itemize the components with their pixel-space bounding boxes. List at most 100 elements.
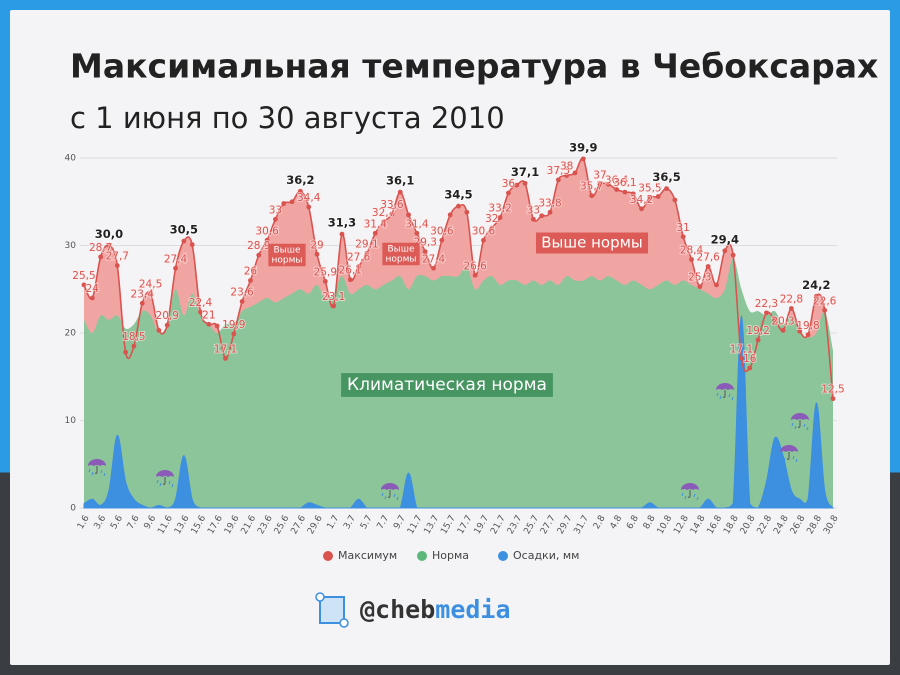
rain-icon	[381, 483, 399, 501]
data-label: 39,9	[569, 140, 597, 154]
data-label: 36,5	[652, 170, 680, 184]
raindrop	[88, 468, 91, 473]
data-label: 18,5	[122, 331, 145, 343]
data-label: 24,2	[802, 278, 830, 292]
raindrop	[794, 425, 797, 430]
max-point	[714, 282, 719, 288]
max-point	[780, 327, 786, 333]
data-label: 22,3	[755, 298, 778, 310]
max-point	[589, 193, 595, 199]
umbrella	[780, 445, 798, 452]
raindrop	[783, 457, 786, 462]
umbrella	[681, 483, 699, 490]
data-label: 30,6	[430, 225, 454, 237]
max-point	[672, 197, 678, 203]
max-point	[472, 272, 478, 278]
max-point	[664, 186, 669, 192]
data-label: 20,3	[771, 315, 794, 327]
data-label: 29,4	[711, 232, 739, 246]
x-tick-label: 29.7	[556, 514, 575, 536]
data-label: 27,4	[422, 253, 446, 265]
data-label: 22,6	[813, 295, 837, 307]
max-point	[514, 182, 520, 188]
legend-swatch	[417, 551, 427, 561]
x-tick-label: 11.7	[406, 514, 425, 536]
data-label: 35,5	[638, 182, 661, 194]
annotation-text: Выше	[387, 245, 415, 255]
max-point	[580, 156, 586, 162]
max-point	[173, 265, 178, 271]
x-tick-label: 28.8	[805, 514, 824, 537]
max-point	[497, 215, 503, 220]
max-point	[148, 291, 153, 297]
max-point	[755, 337, 761, 343]
data-label: 33,2	[488, 203, 511, 215]
x-tick-label: 3.6	[93, 514, 109, 532]
max-point	[297, 188, 303, 194]
data-label: 29,1	[355, 238, 378, 250]
max-point	[414, 230, 420, 236]
data-label: 36,4	[605, 175, 629, 187]
umbrella	[156, 470, 174, 477]
x-tick-label: 19.7	[473, 514, 492, 536]
data-label: 23,4	[131, 288, 155, 300]
x-tick-label: 5.6	[109, 514, 125, 532]
annotation-box	[341, 373, 553, 397]
annotation-box	[535, 232, 649, 254]
x-tick-label: 8.8	[642, 514, 658, 532]
max-point	[214, 323, 220, 329]
max-point	[422, 249, 428, 255]
max-point	[439, 237, 445, 243]
x-tick-label: 12.8	[672, 514, 691, 537]
max-point	[705, 264, 711, 269]
x-tick-label: 6.8	[625, 514, 641, 532]
data-label: 22,8	[780, 294, 803, 306]
max-point	[264, 237, 270, 243]
rain-icon	[681, 483, 699, 501]
x-tick-label: 1.7	[326, 514, 342, 531]
max-point	[772, 317, 778, 323]
x-tick-label: 31.7	[572, 514, 591, 536]
raindrop	[393, 493, 396, 498]
umbrella-handle	[722, 390, 726, 398]
max-point	[248, 278, 253, 283]
max-point	[206, 321, 212, 327]
max-point	[722, 248, 728, 254]
data-label: 32,7	[372, 207, 395, 219]
x-tick-label: 21.6	[240, 514, 259, 537]
umbrella-handle	[94, 466, 98, 474]
raindrop	[696, 496, 699, 501]
max-point	[730, 252, 736, 258]
max-point	[788, 306, 794, 311]
max-point	[739, 355, 744, 361]
raindrop	[103, 472, 106, 477]
legend-swatch	[498, 551, 508, 561]
logo-text: @chebmedia	[360, 595, 511, 624]
data-label: 33,8	[538, 197, 561, 209]
data-label: 31,4	[364, 218, 388, 230]
data-label: 30,5	[170, 223, 198, 237]
max-point	[397, 189, 403, 195]
data-label: 24	[86, 283, 100, 295]
data-label: 27,6	[347, 252, 371, 264]
max-point	[555, 177, 561, 183]
x-tick-label: 17.7	[456, 514, 475, 536]
raindrop	[168, 480, 171, 485]
max-point	[289, 199, 295, 205]
x-tick-label: 15.6	[190, 514, 209, 537]
max-point	[381, 219, 386, 225]
annotation: Климатическая норма	[341, 373, 553, 397]
max-point	[531, 216, 536, 222]
x-tick-label: 13.7	[423, 514, 442, 536]
max-point	[747, 365, 753, 371]
x-tick-label: 17.6	[206, 514, 225, 537]
x-tick-label: 18.8	[722, 514, 741, 537]
data-label: 31,4	[405, 218, 429, 230]
x-tick-label: 7.6	[126, 514, 142, 532]
logo-part: @cheb	[360, 595, 435, 624]
data-label: 25,3	[688, 272, 711, 284]
max-point	[605, 181, 611, 187]
x-tick-label: 9.7	[392, 514, 408, 531]
raindrop	[384, 495, 387, 500]
